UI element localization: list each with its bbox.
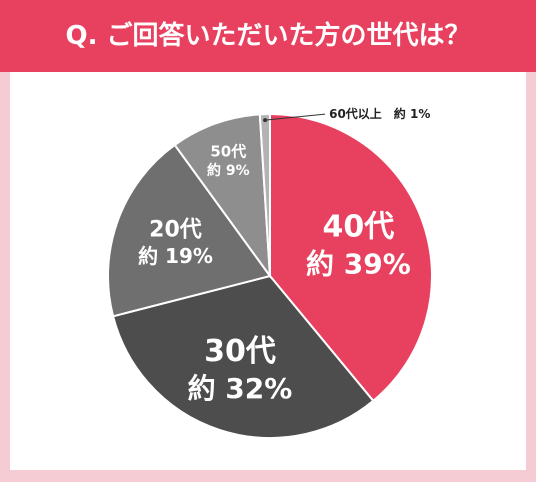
question-title: Q. ご回答いただいた方の世代は？ xyxy=(65,21,471,51)
slice-percent-label-50s: 約 9% xyxy=(207,162,250,179)
pie-slice-60plus xyxy=(258,112,271,277)
callout-line-60plus xyxy=(265,113,326,121)
pie-slice-30s xyxy=(111,274,375,439)
slice-percent-label-40s: 約 39% xyxy=(306,248,411,281)
slice-category-label-50s: 50代 xyxy=(210,142,246,160)
slice-percent-label-20s: 約 19% xyxy=(138,244,213,268)
slice-category-label-20s: 20代 xyxy=(149,217,202,242)
pie-slice-40s xyxy=(269,112,433,403)
slice-callout-label-60plus: 60代以上 約 1% xyxy=(329,106,430,121)
question-header: Q. ご回答いただいた方の世代は？ xyxy=(0,0,536,72)
slice-category-label-30s: 30代 xyxy=(204,334,276,369)
slice-percent-label-30s: 約 32% xyxy=(188,372,293,405)
slice-category-label-40s: 40代 xyxy=(323,210,395,245)
pie-slice-20s xyxy=(107,143,272,318)
pie-slice-50s xyxy=(173,113,272,280)
